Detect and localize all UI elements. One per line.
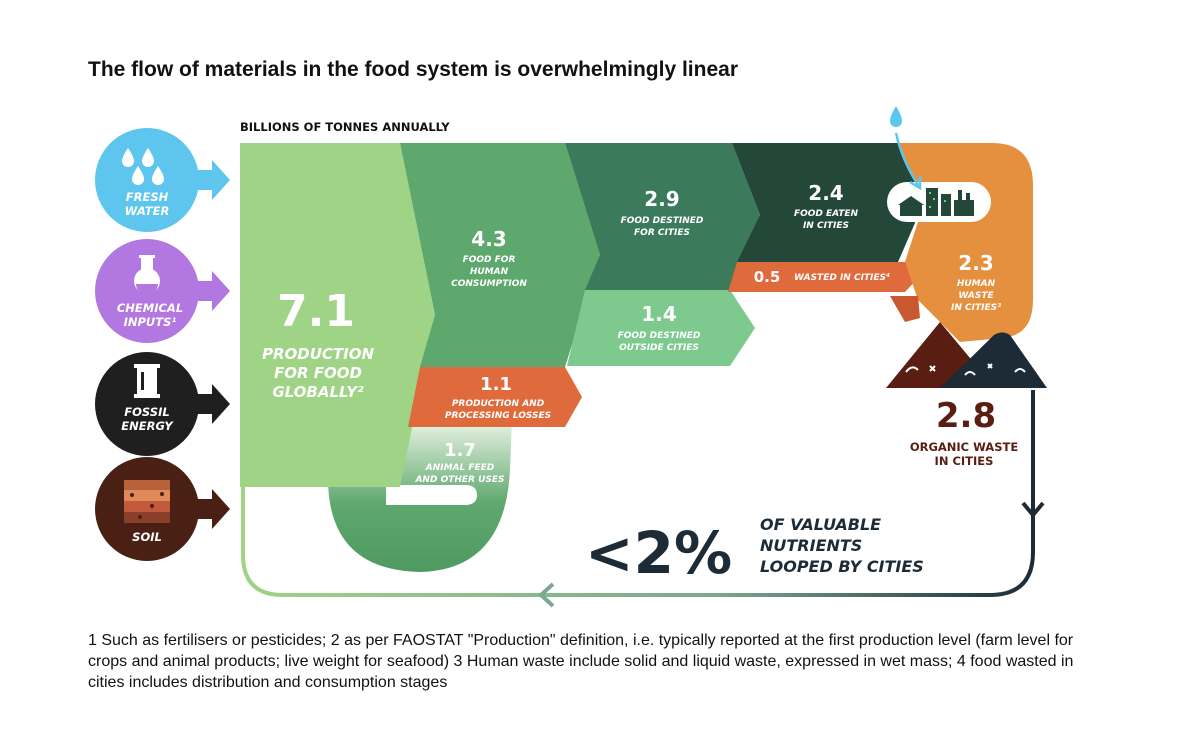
human-consumption-label-2: HUMAN xyxy=(470,267,509,277)
production-label-1: PRODUCTION xyxy=(262,345,374,363)
eaten-cities-label-1: FOOD EATEN xyxy=(794,209,859,219)
input-arrow-icon xyxy=(195,489,230,529)
eaten-cities-label-2: IN CITIES xyxy=(803,221,849,231)
destined-cities-label-1: FOOD DESTINED xyxy=(621,216,704,226)
destined-cities-label-2: FOR CITIES xyxy=(634,228,690,238)
barrel-icon xyxy=(134,364,160,398)
human-consumption-label-1: FOOD FOR xyxy=(463,255,516,265)
input-label-2: ENERGY xyxy=(121,419,174,433)
human-waste-label-2: WASTE xyxy=(958,291,994,301)
looped-label-2: NUTRIENTS xyxy=(760,536,862,555)
input-fossil-energy: FOSSIL ENERGY xyxy=(95,352,230,456)
production-flow xyxy=(240,143,435,487)
animal-feed-value: 1.7 xyxy=(444,440,476,461)
organic-waste-label-1: ORGANIC WASTE xyxy=(910,440,1019,454)
input-label-2: WATER xyxy=(125,204,170,218)
looped-value: <2% xyxy=(585,519,732,587)
city-icon xyxy=(887,182,991,222)
destined-cities-value: 2.9 xyxy=(644,187,679,211)
human-consumption-label-3: CONSUMPTION xyxy=(451,279,527,289)
human-waste-label-1: HUMAN xyxy=(957,279,996,289)
wasted-cities-value: 0.5 xyxy=(754,268,781,286)
food-flow-diagram: BILLIONS OF TONNES ANNUALLY xyxy=(95,106,1047,608)
animal-feed-label-1: ANIMAL FEED xyxy=(425,463,495,473)
input-chemical-inputs: CHEMICAL INPUTS¹ xyxy=(95,239,230,343)
input-arrow-icon xyxy=(195,384,230,424)
input-label-1: FRESH xyxy=(126,190,169,204)
production-label-3: GLOBALLY² xyxy=(272,383,364,401)
human-waste-value: 2.3 xyxy=(958,251,993,275)
wasted-cities-flow xyxy=(728,262,918,292)
animal-feed-label-2: AND OTHER USES xyxy=(414,475,504,485)
eaten-cities-flow xyxy=(732,143,925,262)
eaten-cities-value: 2.4 xyxy=(808,181,843,205)
input-arrow-icon xyxy=(195,160,230,200)
production-label-2: FOR FOOD xyxy=(274,364,362,382)
outside-cities-flow xyxy=(567,290,755,366)
flask-icon xyxy=(134,255,160,295)
input-soil: SOIL xyxy=(95,457,230,561)
water-drop-icon xyxy=(890,106,922,191)
input-arrow-icon xyxy=(195,271,230,311)
input-label-2: INPUTS¹ xyxy=(124,315,177,329)
wasted-cities-turn xyxy=(890,296,920,322)
return-loop-line xyxy=(241,390,1035,597)
input-fresh-water: FRESH WATER xyxy=(95,128,230,232)
water-drops-icon xyxy=(122,148,164,185)
organic-waste-piles-icon xyxy=(886,322,1047,388)
input-label-1: FOSSIL xyxy=(124,405,169,419)
organic-waste-value: 2.8 xyxy=(936,396,996,436)
wasted-cities-label: WASTED IN CITIES⁴ xyxy=(794,273,890,283)
input-label-1: SOIL xyxy=(132,530,162,544)
loop-arrow-down-icon xyxy=(1021,501,1045,519)
losses-value: 1.1 xyxy=(480,374,512,395)
looped-label-1: OF VALUABLE xyxy=(760,515,881,534)
losses-label-1: PRODUCTION AND xyxy=(452,399,545,409)
input-label-1: CHEMICAL xyxy=(117,301,183,315)
human-waste-label-3: IN CITIES³ xyxy=(951,303,1001,313)
human-consumption-flow xyxy=(400,143,600,367)
units-label: BILLIONS OF TONNES ANNUALLY xyxy=(240,120,450,134)
destined-cities-flow xyxy=(565,143,760,290)
organic-waste-label-2: IN CITIES xyxy=(935,454,994,468)
looped-label-3: LOOPED BY CITIES xyxy=(760,557,924,576)
human-consumption-value: 4.3 xyxy=(471,227,506,251)
loop-arrow-left-icon xyxy=(538,582,555,608)
outside-cities-value: 1.4 xyxy=(641,302,676,326)
footnote: 1 Such as fertilisers or pesticides; 2 a… xyxy=(88,632,1074,691)
outside-cities-label-2: OUTSIDE CITIES xyxy=(619,343,699,353)
animal-feed-notch xyxy=(386,485,477,505)
soil-layers-icon xyxy=(124,480,170,523)
outside-cities-label-1: FOOD DESTINED xyxy=(618,331,701,341)
losses-label-2: PROCESSING LOSSES xyxy=(445,411,551,421)
production-value: 7.1 xyxy=(277,286,355,337)
page-title: The flow of materials in the food system… xyxy=(88,58,738,81)
losses-flow xyxy=(408,367,582,427)
